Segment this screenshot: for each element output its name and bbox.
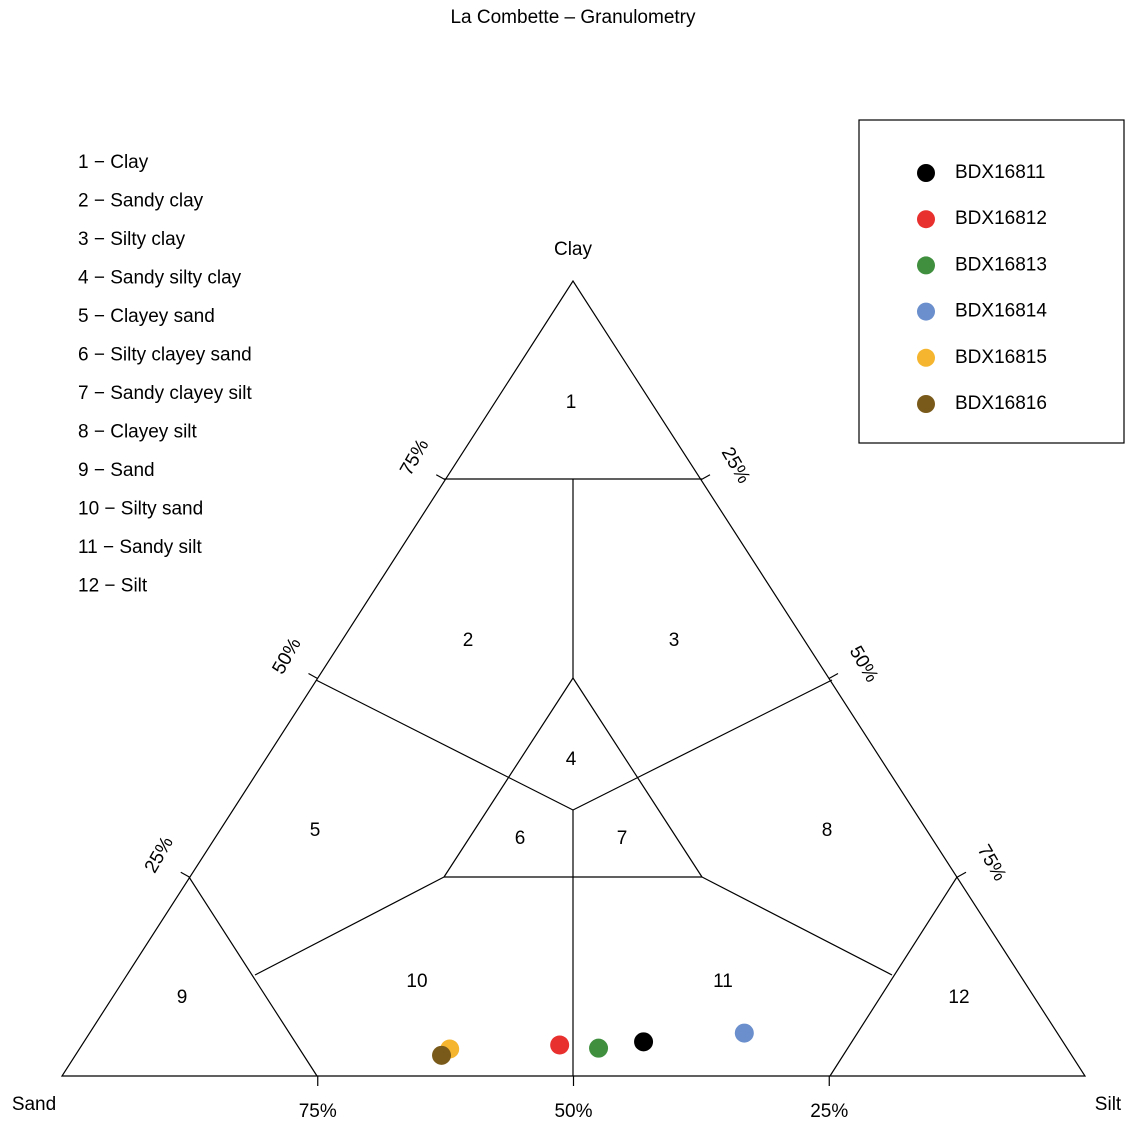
tick-mark (435, 474, 446, 481)
tick-label: 75% (973, 841, 1010, 885)
tick-mark (700, 474, 711, 481)
tick-label: 75% (299, 1101, 337, 1122)
data-point (550, 1035, 570, 1055)
region-label: 6 (515, 828, 526, 849)
class-label: 7 − Sandy clayey silt (78, 383, 252, 404)
region-label: 11 (713, 971, 733, 992)
legend-label: BDX16813 (955, 254, 1047, 275)
boundary (701, 876, 893, 976)
legend-marker (917, 256, 935, 275)
class-label: 9 − Sand (78, 460, 155, 481)
tick-mark (308, 672, 318, 680)
legend-label: BDX16816 (955, 393, 1047, 414)
class-label: 4 − Sandy silty clay (78, 268, 242, 289)
tick-label: 50% (554, 1101, 592, 1122)
legend-label: BDX16814 (955, 301, 1047, 322)
tick-label: 75% (396, 436, 433, 480)
class-label: 12 − Silt (78, 576, 148, 597)
tick-label: 25% (717, 444, 754, 488)
legend-marker (917, 210, 935, 229)
boundary (315, 679, 574, 811)
data-point (589, 1038, 609, 1058)
data-point (432, 1045, 452, 1065)
class-label: 3 − Silty clay (78, 229, 186, 250)
boundary (188, 876, 318, 1077)
axis-label: Silt (1095, 1094, 1122, 1115)
boundary (572, 679, 833, 811)
tick-label: 25% (810, 1101, 848, 1122)
data-point (734, 1023, 754, 1043)
legend-label: BDX16811 (955, 162, 1046, 183)
class-label: 11 − Sandy silt (78, 537, 202, 558)
legend-marker (917, 164, 935, 182)
tick-mark (956, 871, 967, 878)
boundary (829, 876, 958, 1077)
tick-label: 25% (141, 833, 178, 877)
class-label: 2 − Sandy clay (78, 191, 204, 212)
axis-label: Sand (12, 1094, 56, 1115)
legend-label: BDX16812 (955, 208, 1047, 229)
region-label: 9 (177, 987, 188, 1008)
legend-box (858, 119, 1125, 444)
tick-mark (180, 871, 191, 878)
tick-mark (828, 672, 839, 680)
class-label: 10 − Silty sand (78, 499, 203, 520)
region-label: 7 (617, 828, 628, 849)
tick-label: 50% (268, 634, 305, 678)
axis-label: Clay (554, 239, 593, 260)
class-label: 8 − Clayey silt (78, 422, 198, 443)
legend-label: BDX16815 (955, 347, 1047, 368)
region-label: 4 (566, 749, 577, 770)
class-label: 5 − Clayey sand (78, 306, 215, 327)
legend-marker (917, 302, 935, 321)
class-label: 1 − Clay (78, 152, 149, 173)
region-label: 8 (822, 820, 833, 841)
class-label: 6 − Silty clayey sand (78, 345, 252, 366)
region-label: 5 (310, 820, 321, 841)
region-label: 1 (566, 392, 577, 413)
boundary (254, 876, 445, 976)
legend-marker (917, 395, 935, 413)
region-label: 10 (406, 971, 427, 992)
data-point (634, 1032, 654, 1052)
tick-label: 50% (845, 643, 882, 687)
region-label: 3 (669, 630, 680, 651)
legend-marker (917, 348, 935, 367)
class-boundaries (188, 478, 958, 1077)
chart-title: La Combette – Granulometry (450, 7, 696, 28)
region-label: 12 (948, 987, 969, 1008)
region-label: 2 (463, 630, 474, 651)
